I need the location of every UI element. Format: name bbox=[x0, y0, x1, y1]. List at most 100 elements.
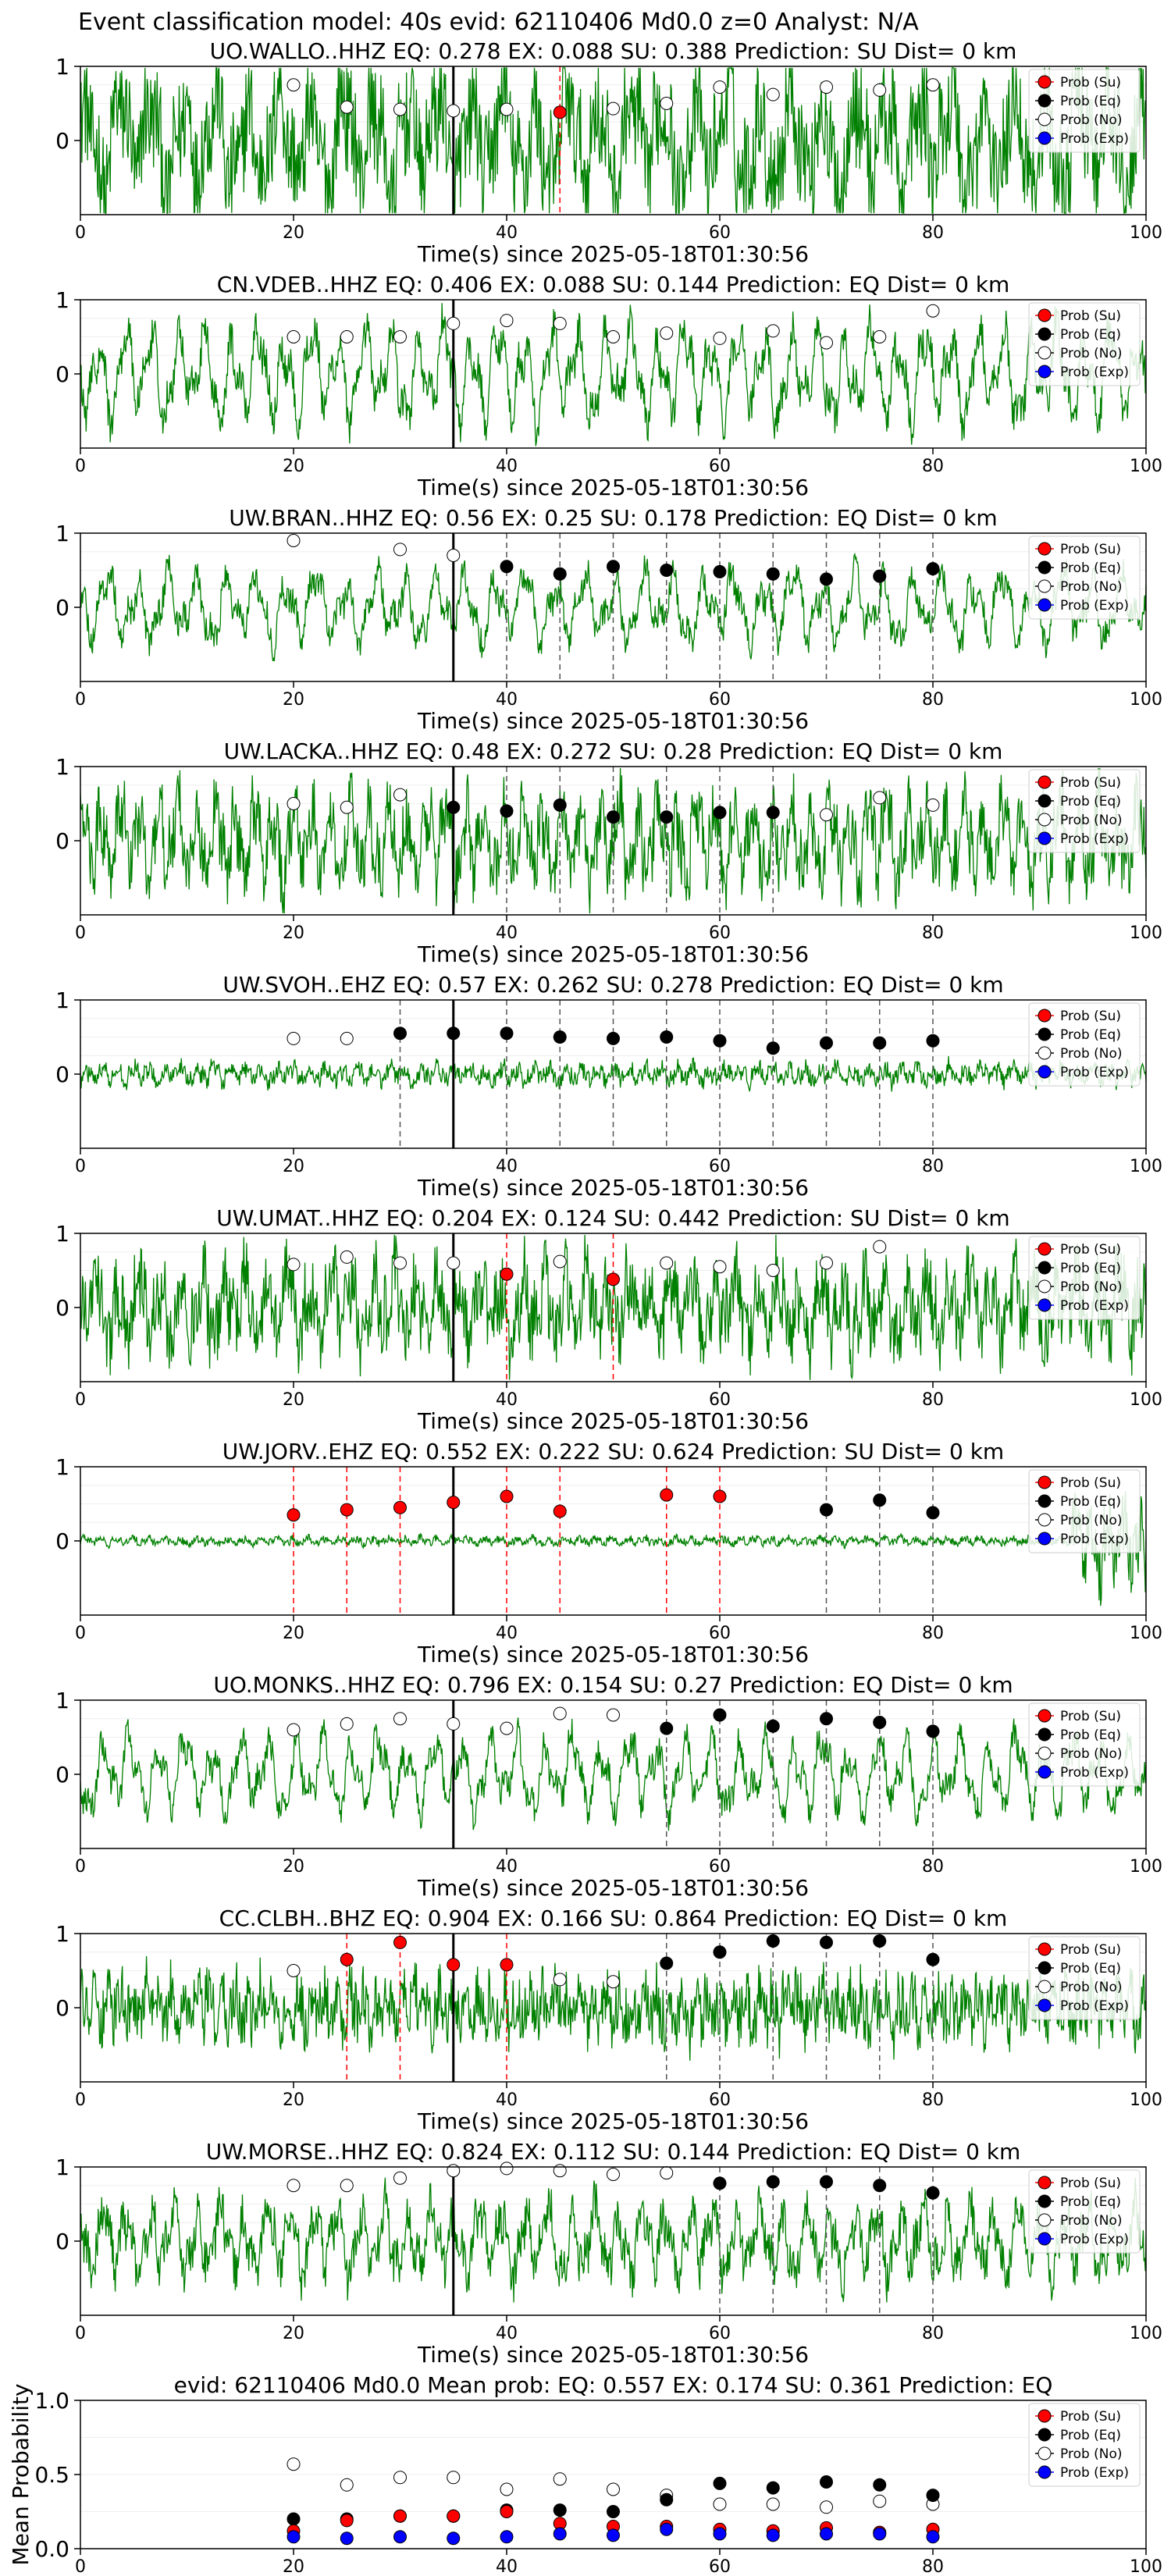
legend-marker bbox=[1038, 2446, 1052, 2460]
x-axis-label: Time(s) since 2025-05-18T01:30:56 bbox=[417, 1408, 809, 1434]
x-tick-label: 60 bbox=[709, 457, 731, 476]
probability-point bbox=[873, 83, 887, 97]
legend-marker bbox=[1038, 831, 1052, 845]
y-tick-label: 1 bbox=[55, 521, 69, 546]
legend-marker bbox=[1038, 1727, 1052, 1742]
probability-point bbox=[500, 102, 514, 116]
probability-point bbox=[607, 560, 620, 574]
panel-title: UW.BRAN..HHZ EQ: 0.56 EX: 0.25 SU: 0.178… bbox=[229, 505, 997, 531]
probability-point bbox=[926, 1506, 940, 1520]
legend-label: Prob (No) bbox=[1060, 1513, 1123, 1528]
legend-label: Prob (Exp) bbox=[1060, 1298, 1129, 1314]
probability-point bbox=[926, 1952, 940, 1966]
legend-label: Prob (Su) bbox=[1060, 1942, 1121, 1958]
panel-title: UO.MONKS..HHZ EQ: 0.796 EX: 0.154 SU: 0.… bbox=[213, 1672, 1013, 1698]
probability-point bbox=[287, 1508, 301, 1522]
legend-frame bbox=[1028, 769, 1141, 853]
probability-point bbox=[500, 1026, 514, 1041]
probability-point bbox=[926, 2186, 940, 2200]
probability-point bbox=[340, 800, 354, 814]
legend-label: Prob (Exp) bbox=[1060, 831, 1129, 847]
probability-point bbox=[820, 1256, 833, 1270]
x-tick-label: 100 bbox=[1130, 2557, 1162, 2576]
x-axis-label: Time(s) since 2025-05-18T01:30:56 bbox=[417, 241, 809, 267]
legend-marker bbox=[1038, 1942, 1052, 1956]
probability-point bbox=[766, 324, 780, 338]
legend-marker bbox=[1038, 1065, 1052, 1079]
x-tick-label: 80 bbox=[922, 690, 944, 710]
x-tick-label: 100 bbox=[1130, 2090, 1162, 2110]
probability-point bbox=[820, 1935, 833, 1949]
probability-point bbox=[287, 2179, 301, 2193]
mean-probability-point bbox=[766, 2481, 780, 2495]
x-tick-label: 40 bbox=[496, 1390, 518, 1410]
legend-marker bbox=[1038, 365, 1052, 379]
probability-point bbox=[873, 2179, 887, 2193]
x-tick-label: 100 bbox=[1130, 1857, 1162, 1877]
legend: Prob (Su) Prob (Eq) Prob (No) Prob (Exp) bbox=[1028, 1236, 1141, 1320]
legend-frame bbox=[1028, 302, 1141, 386]
x-tick-label: 20 bbox=[283, 1390, 304, 1410]
legend-marker bbox=[1038, 1261, 1052, 1275]
mean-probability-point bbox=[393, 2530, 407, 2544]
mean-probability-point bbox=[500, 2530, 514, 2544]
x-tick-label: 20 bbox=[283, 2324, 304, 2343]
legend-label: Prob (Exp) bbox=[1060, 598, 1129, 614]
x-tick-label: 100 bbox=[1130, 223, 1162, 243]
probability-point bbox=[607, 1975, 620, 1989]
x-tick-label: 20 bbox=[283, 223, 304, 243]
probability-point bbox=[500, 560, 514, 574]
mean-probability-point bbox=[340, 2532, 354, 2546]
axes-frame bbox=[80, 1699, 1147, 1849]
x-tick-label: 0 bbox=[75, 1857, 86, 1877]
legend-label: Prob (Eq) bbox=[1060, 794, 1121, 809]
probability-point bbox=[447, 1496, 461, 1510]
probability-point bbox=[820, 1036, 833, 1050]
waveform-trace bbox=[80, 66, 1147, 214]
legend-label: Prob (Exp) bbox=[1060, 1065, 1129, 1080]
probability-point bbox=[553, 1030, 567, 1044]
panel-title: evid: 62110406 Md0.0 Mean prob: EQ: 0.55… bbox=[174, 2372, 1053, 2398]
probability-point bbox=[393, 102, 407, 116]
station-panel: CC.CLBH..BHZ EQ: 0.904 EX: 0.166 SU: 0.8… bbox=[55, 1905, 1162, 2134]
probability-point bbox=[340, 1952, 354, 1966]
legend-label: Prob (Su) bbox=[1060, 1009, 1121, 1024]
probability-point bbox=[393, 1935, 407, 1949]
probability-point bbox=[447, 2164, 461, 2178]
mean-probability-point bbox=[820, 2500, 833, 2514]
probability-point bbox=[553, 1706, 567, 1720]
probability-point bbox=[500, 314, 514, 328]
legend-marker bbox=[1038, 1475, 1052, 1489]
x-tick-label: 40 bbox=[496, 457, 518, 476]
probability-point bbox=[340, 2179, 354, 2193]
probability-point bbox=[500, 804, 514, 818]
probability-point bbox=[553, 316, 567, 330]
x-tick-label: 0 bbox=[75, 923, 86, 943]
x-tick-label: 60 bbox=[709, 1857, 731, 1877]
mean-probability-point bbox=[393, 2471, 407, 2485]
x-tick-label: 20 bbox=[283, 1624, 304, 1643]
legend-marker bbox=[1038, 813, 1052, 827]
probability-point bbox=[500, 1958, 514, 1972]
mean-probability-point bbox=[926, 2530, 940, 2544]
legend-marker bbox=[1038, 560, 1052, 575]
probability-point bbox=[873, 1716, 887, 1729]
probability-point bbox=[607, 101, 620, 116]
probability-point bbox=[713, 80, 727, 94]
legend-marker bbox=[1038, 598, 1052, 612]
legend-frame bbox=[1028, 1002, 1141, 1087]
probability-point bbox=[553, 1504, 567, 1518]
legend-marker bbox=[1038, 1046, 1052, 1060]
legend-label: Prob (Eq) bbox=[1060, 1961, 1121, 1976]
probability-point bbox=[660, 326, 674, 340]
probability-point bbox=[287, 534, 301, 547]
x-axis-label: Time(s) since 2025-05-18T01:30:56 bbox=[417, 708, 809, 734]
waveform-trace bbox=[80, 1955, 1147, 2061]
probability-point bbox=[660, 1956, 674, 1970]
station-panel: UO.WALLO..HHZ EQ: 0.278 EX: 0.088 SU: 0.… bbox=[55, 38, 1162, 267]
x-tick-label: 20 bbox=[283, 923, 304, 943]
y-tick-label: 0 bbox=[55, 128, 69, 154]
legend-label: Prob (Eq) bbox=[1060, 327, 1121, 343]
legend-label: Prob (Su) bbox=[1060, 75, 1121, 91]
